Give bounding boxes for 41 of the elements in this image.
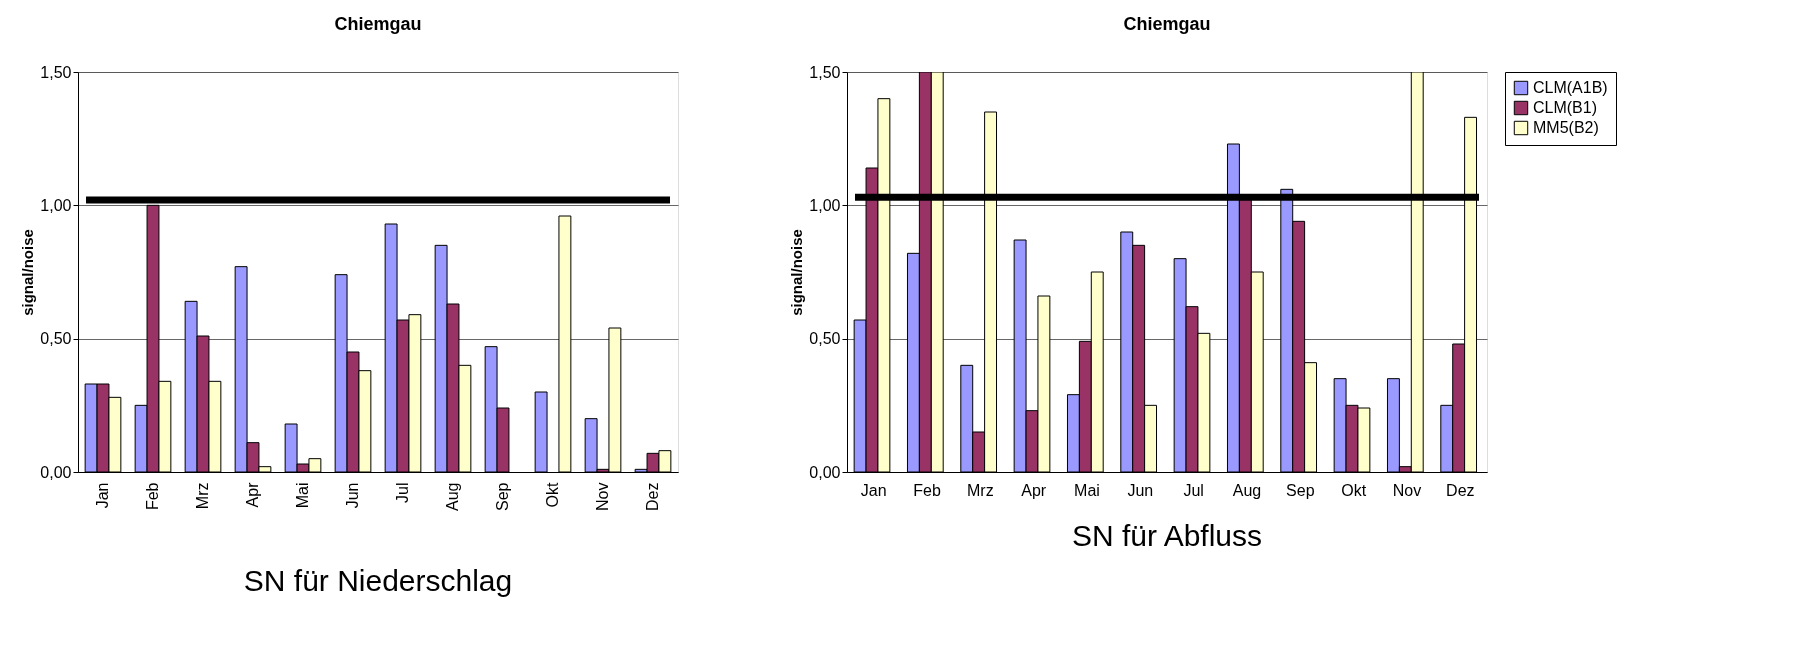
text: SN für Niederschlag: [243, 564, 513, 597]
chart-title: Chiemgau: [1123, 14, 1211, 34]
x-tick-label: Mrz: [967, 481, 994, 499]
x-tick-label: Jun: [1127, 481, 1154, 499]
x-tick-label: Sep: [494, 482, 511, 511]
x-tick-label: Apr: [244, 481, 261, 508]
y-axis-title: signal/noise: [788, 229, 806, 316]
y-tick-label: 0,00: [40, 463, 72, 481]
x-tick-label: Mai: [294, 482, 311, 509]
legend-label: MM5(B2): [1533, 119, 1599, 136]
x-tick-label: Jul: [1183, 481, 1204, 499]
x-tick-label: Feb: [913, 481, 941, 499]
y-tick-label: 1,00: [809, 196, 841, 214]
x-tick-label: Feb: [144, 482, 161, 511]
y-tick-label: 1,50: [40, 63, 72, 81]
x-tick-label: Jan: [94, 482, 111, 509]
x-tick-label: Mrz: [194, 482, 211, 510]
x-tick-label: Aug: [444, 482, 461, 511]
x-tick-label: Apr: [1021, 481, 1047, 499]
y-axis-title: signal/noise: [19, 229, 37, 316]
x-tick-label: Okt: [544, 481, 561, 508]
x-tick-label: Okt: [1341, 481, 1367, 499]
y-tick-label: 0,50: [809, 330, 841, 348]
x-tick-label: Jan: [860, 481, 887, 499]
y-tick-label: 0,50: [40, 330, 72, 348]
x-tick-label: Dez: [644, 482, 661, 511]
y-tick-label: 1,50: [809, 63, 841, 81]
legend-label: CLM(B1): [1533, 99, 1598, 116]
x-tick-label: Sep: [1286, 481, 1315, 499]
x-tick-label: Mai: [1074, 481, 1100, 499]
chart-title: Chiemgau: [334, 14, 422, 34]
text: SN für Abfluss: [1071, 519, 1263, 552]
y-tick-label: 0,00: [809, 463, 841, 481]
x-tick-label: Jun: [344, 482, 361, 509]
x-tick-label: Aug: [1232, 481, 1262, 499]
x-tick-label: Nov: [594, 482, 611, 511]
x-tick-label: Jul: [394, 482, 411, 503]
x-tick-label: Dez: [1446, 481, 1475, 499]
x-tick-label: Nov: [1392, 481, 1422, 499]
y-tick-label: 1,00: [40, 196, 72, 214]
legend-label: CLM(A1B): [1533, 79, 1608, 96]
